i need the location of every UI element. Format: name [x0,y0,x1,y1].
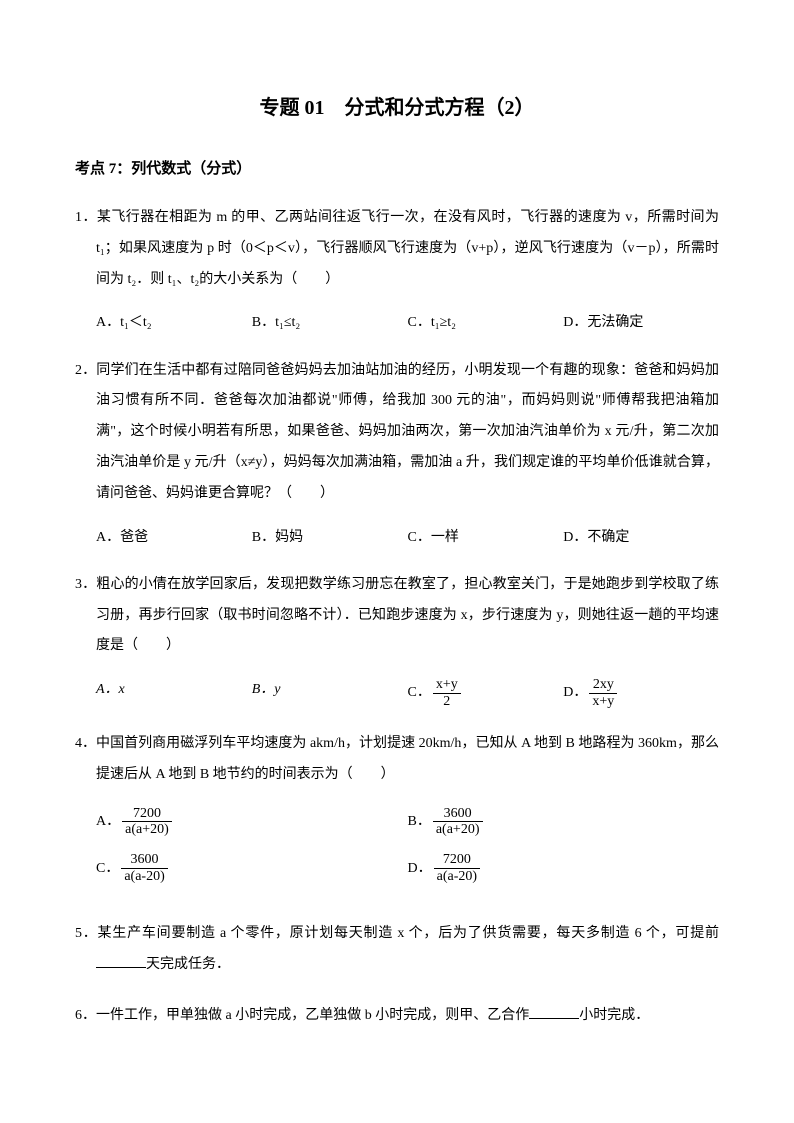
question-5: 5．某生产车间要制造 a 个零件，原计划每天制造 x 个，后为了供货需要，每天多… [75,919,719,981]
blank-input [529,1005,579,1019]
question-3-text: 3．粗心的小倩在放学回家后，发现把数学练习册忘在教室了，担心教室关门，于是她跑步… [75,570,719,662]
option-c: C．x+y2 [408,677,564,709]
question-4-text: 4．中国首列商用磁浮列车平均速度为 akm/h，计划提速 20km/h，已知从 … [75,729,719,791]
question-1-options: A．t₁＜t₂ B．t₁≤t₂ C．t₁≥t₂ D．无法确定 [75,310,719,335]
blank-input [96,954,146,968]
question-4-options: A．7200a(a+20) B．3600a(a+20) C．3600a(a-20… [75,806,719,900]
question-3-options: A．x B．y C．x+y2 D．2xyx+y [75,677,719,709]
option-a: A．t₁＜t₂ [96,310,252,335]
option-c: C．t₁≥t₂ [408,310,564,335]
option-d: D．7200a(a-20) [408,852,720,884]
question-6: 6．一件工作，甲单独做 a 小时完成，乙单独做 b 小时完成，则甲、乙合作小时完… [75,1001,719,1032]
question-2-text: 2．同学们在生活中都有过陪同爸爸妈妈去加油站加油的经历，小明发现一个有趣的现象：… [75,356,719,510]
question-6-text: 6．一件工作，甲单独做 a 小时完成，乙单独做 b 小时完成，则甲、乙合作小时完… [75,1001,719,1032]
question-3: 3．粗心的小倩在放学回家后，发现把数学练习册忘在教室了，担心教室关门，于是她跑步… [75,570,719,709]
option-c: C．一样 [408,525,564,550]
option-d: D．2xyx+y [563,677,719,709]
option-a: A．爸爸 [96,525,252,550]
option-b: B．妈妈 [252,525,408,550]
option-d: D．无法确定 [563,310,719,335]
option-b: B．3600a(a+20) [408,806,720,838]
option-d: D．不确定 [563,525,719,550]
option-c: C．3600a(a-20) [96,852,408,884]
question-2-options: A．爸爸 B．妈妈 C．一样 D．不确定 [75,525,719,550]
question-4: 4．中国首列商用磁浮列车平均速度为 akm/h，计划提速 20km/h，已知从 … [75,729,719,899]
option-a: A．x [96,677,252,709]
page-title: 专题 01 分式和分式方程（2） [75,90,719,126]
question-2: 2．同学们在生活中都有过陪同爸爸妈妈去加油站加油的经历，小明发现一个有趣的现象：… [75,356,719,550]
option-b: B．y [252,677,408,709]
section-heading: 考点 7：列代数式（分式） [75,156,719,183]
option-a: A．7200a(a+20) [96,806,408,838]
option-b: B．t₁≤t₂ [252,310,408,335]
question-1-text: 1．某飞行器在相距为 m 的甲、乙两站间往返飞行一次，在没有风时，飞行器的速度为… [75,203,719,295]
question-1: 1．某飞行器在相距为 m 的甲、乙两站间往返飞行一次，在没有风时，飞行器的速度为… [75,203,719,336]
question-5-text: 5．某生产车间要制造 a 个零件，原计划每天制造 x 个，后为了供货需要，每天多… [75,919,719,981]
